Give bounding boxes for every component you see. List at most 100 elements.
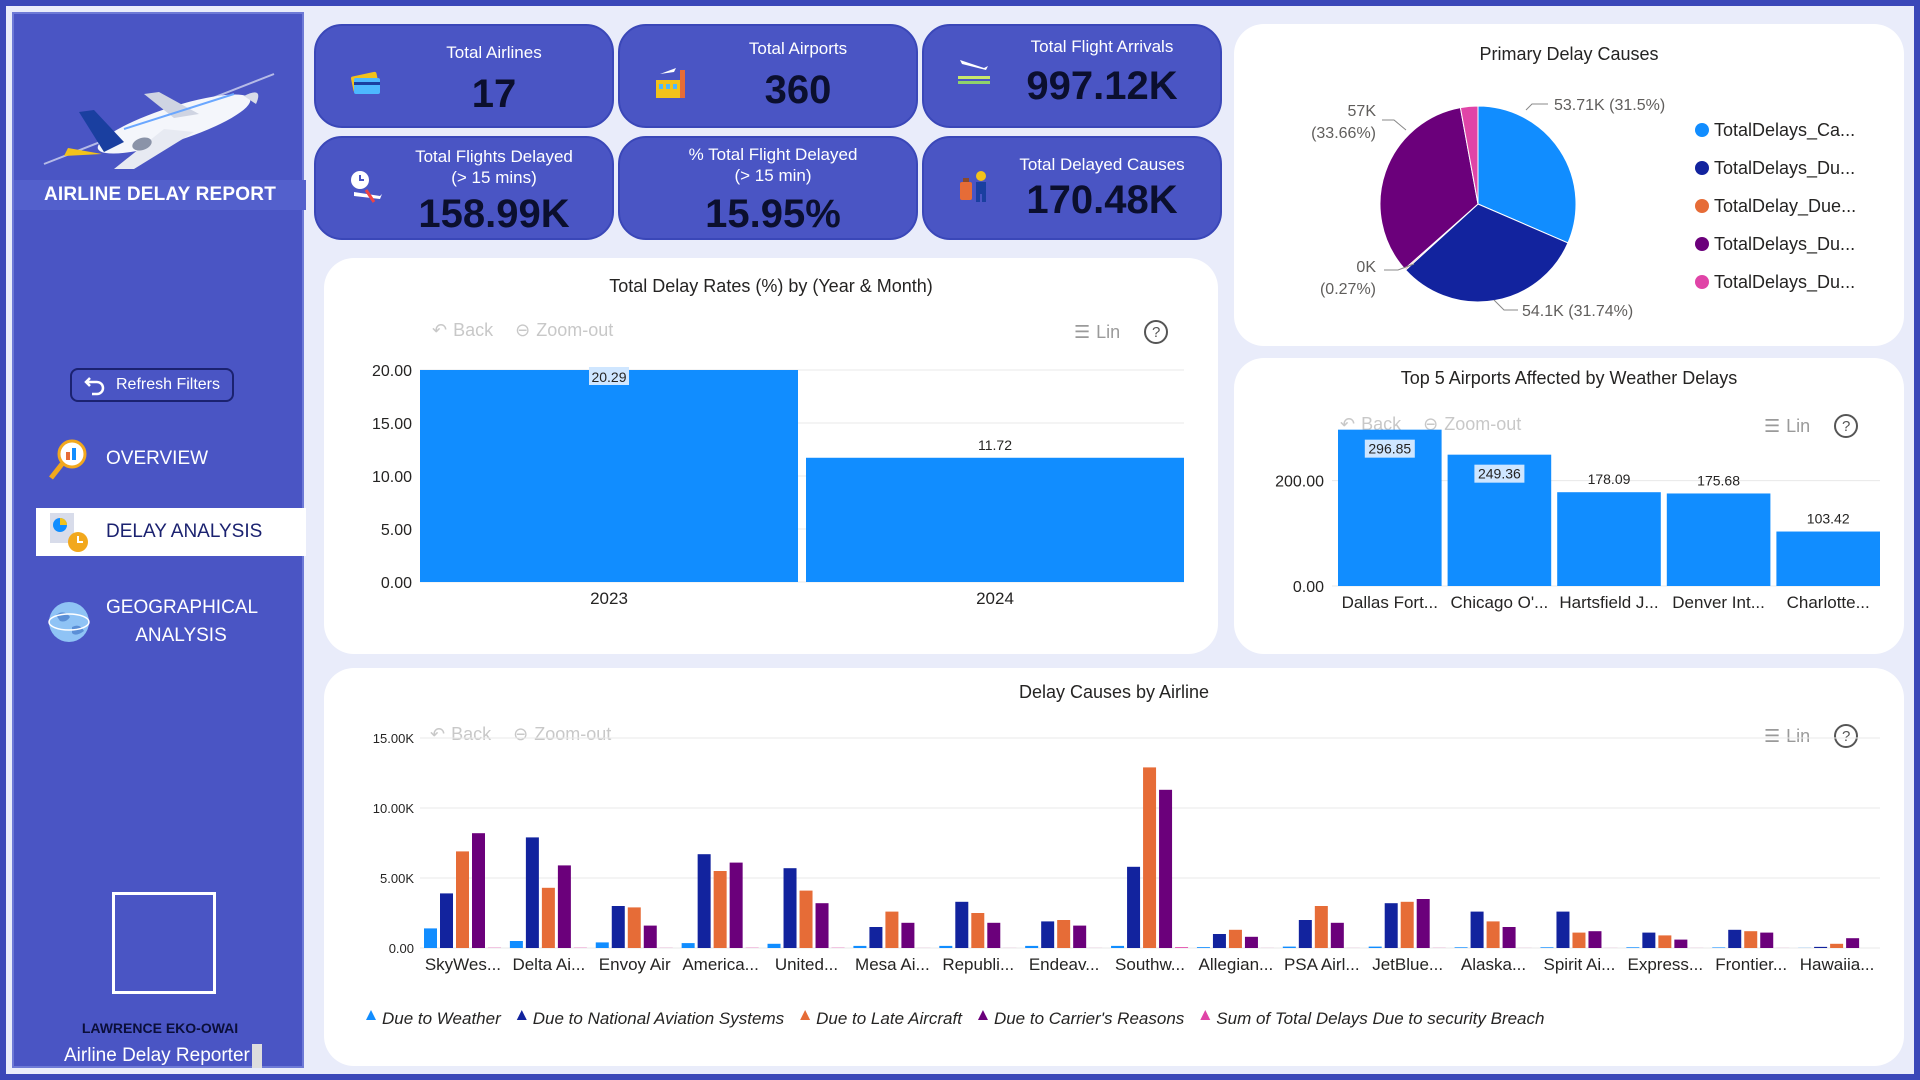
bar [1400, 901, 1414, 948]
x-tick-label: Denver Int... [1672, 593, 1765, 612]
undo-arrow-icon [84, 377, 105, 396]
avatar [112, 892, 216, 994]
help-button[interactable]: ? [1834, 724, 1859, 748]
bar [1502, 927, 1516, 948]
legend-marker [516, 1010, 527, 1020]
kpi-total-flights-delayed: Total Flights Delayed (> 15 mins) 158.99K [314, 136, 614, 240]
leader-line [1493, 299, 1518, 311]
lin-scale-button[interactable]: ☰ Lin [1764, 415, 1811, 436]
bar [643, 925, 657, 948]
x-tick-label: Hartsfield J... [1559, 593, 1658, 612]
help-icon: ? [1152, 323, 1161, 341]
bar [1556, 911, 1570, 948]
bar [1728, 929, 1742, 948]
data-label: 20.29 [591, 369, 626, 385]
data-label: 178.09 [1588, 471, 1631, 487]
data-label: 11.72 [978, 437, 1012, 453]
y-tick-label: 10.00 [372, 469, 412, 486]
legend-label: TotalDelay_Due... [1714, 196, 1856, 217]
credit-cards-icon [350, 71, 380, 94]
legend-marker [1695, 161, 1709, 175]
help-button[interactable]: ? [1834, 414, 1859, 438]
y-tick-label: 0.00 [389, 941, 414, 956]
legend-label: TotalDelays_Du... [1714, 272, 1855, 293]
refresh-filters-button[interactable]: Refresh Filters [70, 368, 234, 402]
legend-label: TotalDelays_Du... [1714, 158, 1855, 179]
report-title: AIRLINE DELAY REPORT [14, 180, 306, 210]
delay-rates-card: Total Delay Rates (%) by (Year & Month) … [324, 258, 1218, 654]
list-icon: ☰ [1764, 725, 1781, 746]
x-tick-label: Southw... [1115, 955, 1185, 974]
kpi-total-delayed-causes: Total Delayed Causes 170.48K [922, 136, 1222, 240]
back-button[interactable]: ↶ Back [1340, 414, 1402, 434]
bar [1159, 789, 1173, 948]
nav-item-overview[interactable]: OVERVIEW [36, 432, 306, 486]
x-tick-label: America... [682, 955, 759, 974]
x-tick-label: Hawaiia... [1800, 955, 1875, 974]
bar [1626, 947, 1640, 948]
pie-data-label: (0.27%) [1320, 281, 1376, 298]
pie-slice [1459, 105, 1479, 205]
pie-chart-title: Primary Delay Causes [1479, 44, 1659, 64]
bar [971, 913, 985, 948]
legend-marker [366, 1010, 376, 1020]
bar [1454, 947, 1468, 948]
pie-data-label: (33.66%) [1311, 125, 1376, 142]
waiting-passenger-icon [960, 171, 986, 202]
legend-marker [1200, 1010, 1211, 1020]
bar [987, 922, 1001, 948]
back-button[interactable]: ↶ Back [430, 724, 492, 744]
bar [939, 945, 953, 948]
lin-scale-button[interactable]: ☰ Lin [1764, 725, 1811, 746]
x-tick-label: Mesa Ai... [855, 955, 930, 974]
bar [1073, 925, 1087, 948]
x-tick-label: Express... [1627, 955, 1703, 974]
x-tick-label: Frontier... [1715, 955, 1787, 974]
y-tick-label: 10.00K [373, 801, 415, 816]
bar [1175, 947, 1189, 948]
pie-slice [1379, 107, 1479, 270]
x-tick-label: Charlotte... [1787, 593, 1870, 612]
zoom-out-icon: ⊖ [515, 320, 531, 340]
data-label: 249.36 [1478, 466, 1521, 482]
pie-data-label: 54.1K (31.74%) [1522, 303, 1633, 320]
back-arrow-icon: ↶ [1340, 414, 1356, 434]
magnifier-chart-icon [46, 436, 92, 482]
zoom-out-button[interactable]: ⊖ Zoom-out [1423, 414, 1522, 434]
help-button[interactable]: ? [1144, 320, 1169, 344]
y-tick-label: 0.00 [1293, 579, 1324, 596]
zoom-out-icon: ⊖ [1423, 414, 1439, 434]
lin-scale-button[interactable]: ☰ Lin [1074, 321, 1121, 342]
top-airports-toolbar: ↶ Back ⊖ Zoom-out [1340, 414, 1521, 435]
bar [1760, 932, 1774, 948]
bar [1846, 938, 1860, 948]
back-button[interactable]: ↶ Back [432, 320, 494, 340]
bar [1830, 943, 1844, 948]
nav-geographical-label: GEOGRAPHICAL ANALYSIS [106, 597, 259, 646]
top-airports-toolbar-right: ☰ Lin ? [1764, 414, 1859, 438]
nav-item-delay-analysis[interactable]: DELAY ANALYSIS [36, 508, 306, 556]
bar [1057, 920, 1071, 948]
zoom-out-button[interactable]: ⊖ Zoom-out [515, 320, 614, 340]
legend-label: TotalDelays_Du... [1714, 234, 1855, 255]
bar [799, 890, 813, 948]
bar [557, 865, 571, 948]
bar [1282, 946, 1296, 948]
delay-rates-bar-chart: 0.00 5.00 10.00 15.00 20.00 20.29 2023 11.72 202… [372, 363, 1184, 608]
leader-line [1384, 263, 1415, 271]
x-tick-label: 2024 [976, 589, 1014, 608]
legend-marker [1695, 237, 1709, 251]
bar [1540, 947, 1554, 948]
airport-building-icon [656, 68, 685, 98]
help-icon: ? [1842, 727, 1851, 745]
zoom-out-button[interactable]: ⊖ Zoom-out [513, 724, 612, 744]
nav-item-geographical-analysis[interactable]: GEOGRAPHICAL ANALYSIS [36, 592, 306, 652]
legend-marker [1695, 123, 1709, 137]
x-tick-label: Delta Ai... [512, 955, 585, 974]
bar [1666, 493, 1771, 586]
leader-line [1382, 119, 1407, 131]
x-tick-label: 2023 [590, 589, 628, 608]
y-tick-label: 200.00 [1275, 474, 1324, 491]
x-tick-label: PSA Airl... [1284, 955, 1360, 974]
pie-data-label: 53.71K (31.5%) [1554, 97, 1665, 114]
